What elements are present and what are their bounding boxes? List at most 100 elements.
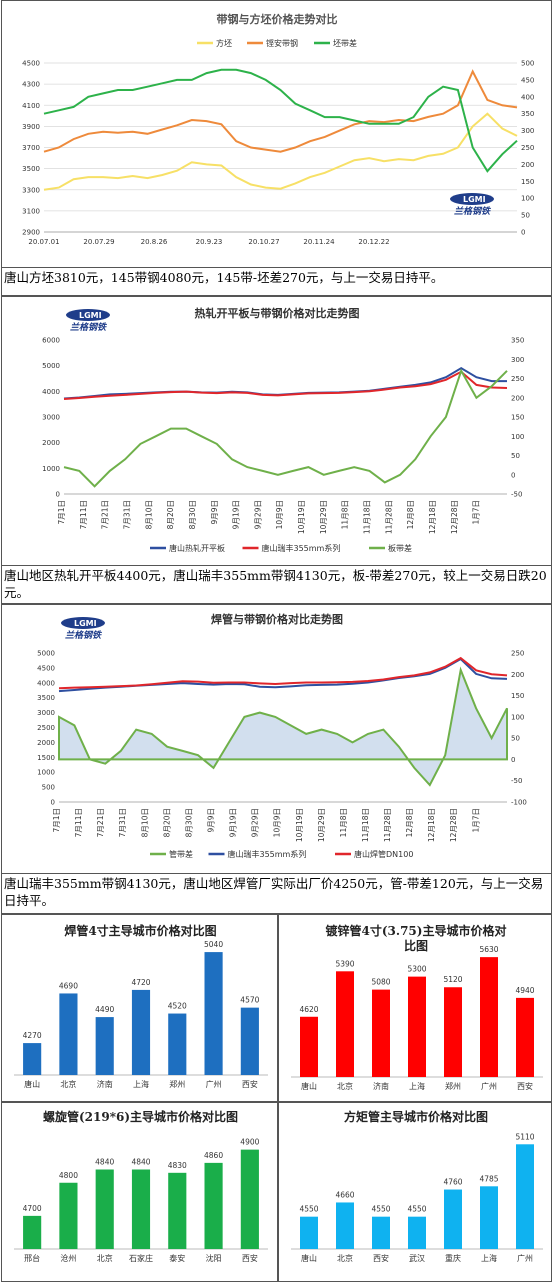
y-tick-left: 1000 <box>42 465 60 473</box>
logo-mark-letters: LGMI <box>79 311 102 320</box>
x-tick: 7月1日 <box>52 808 61 833</box>
y-tick-right: -50 <box>511 777 522 785</box>
x-tick: 11月8日 <box>341 500 350 529</box>
bar-value-label: 4860 <box>204 1151 223 1160</box>
bar-北京 <box>59 993 78 1075</box>
logo-mark <box>450 193 494 205</box>
x-tick: 1月7日 <box>471 808 480 833</box>
y-tick-right: 400 <box>521 93 534 101</box>
bar-category-label: 石家庄 <box>129 1253 153 1263</box>
bar-广州 <box>516 1144 534 1249</box>
y-tick-right: 200 <box>511 671 524 679</box>
y-tick-right: 200 <box>521 161 534 169</box>
y-tick-right: 250 <box>511 375 524 383</box>
x-tick: 12月8日 <box>405 808 414 837</box>
caption-hrc-strip: 唐山地区热轧开平板4400元，唐山瑞丰355mm带钢4130元，板-带差270元… <box>1 566 552 604</box>
x-tick: 11月18日 <box>361 808 370 842</box>
x-tick: 8月30日 <box>188 500 197 529</box>
bar-value-label: 5080 <box>371 978 390 987</box>
x-tick: 9月19日 <box>232 500 241 529</box>
bar-chart-galvanized: 镀锌管4寸(3.75)主导城市价格对比图 4620 唐山 5390 北京 5080 济南 53… <box>291 923 543 1091</box>
y-tick-left: 1500 <box>37 754 55 762</box>
bar-value-label: 5120 <box>443 975 462 984</box>
logo-mark <box>66 309 110 321</box>
logo-text: 兰格钢铁 <box>70 322 108 333</box>
bar-category-label: 上海 <box>409 1081 425 1091</box>
bar-上海 <box>480 1186 498 1249</box>
x-tick: 8月10日 <box>144 500 153 529</box>
bar-沈阳 <box>204 1162 223 1249</box>
bar-上海 <box>408 976 426 1077</box>
bar-category-label: 重庆 <box>445 1253 461 1263</box>
x-tick: 10月29日 <box>317 808 326 842</box>
bar-panel-square: 方矩管主导城市价格对比图 4550 唐山 4660 北京 4550 西安 4550 武汉 4760… <box>278 1102 552 1282</box>
bar-value-label: 4620 <box>299 1005 318 1014</box>
x-tick: 11月18日 <box>363 500 372 534</box>
bar-北京 <box>336 1202 354 1249</box>
y-tick-left: 2000 <box>37 739 55 747</box>
y-tick-right: 150 <box>511 692 524 700</box>
series-area-0 <box>58 666 508 787</box>
bar-上海 <box>131 989 151 1075</box>
x-tick: 7月21日 <box>101 500 110 529</box>
bar-value-label: 4550 <box>299 1205 318 1214</box>
legend-label: 唐山瑞丰355mm系列 <box>228 849 307 859</box>
y-tick-left: 3700 <box>22 144 40 152</box>
bar-category-label: 上海 <box>133 1079 149 1089</box>
bar-济南 <box>95 1017 114 1075</box>
bar-value-label: 4520 <box>168 1002 187 1011</box>
series-line-0 <box>43 112 518 191</box>
y-tick-left: 4000 <box>42 388 60 396</box>
y-tick-right: 300 <box>521 127 534 135</box>
bar-category-label: 唐山 <box>301 1253 317 1263</box>
bar-value-label: 5300 <box>407 965 426 974</box>
bar-value-label: 4550 <box>371 1205 390 1214</box>
bar-panel-spiral: 螺旋管(219*6)主导城市价格对比图 4700 邢台 4800 沧州 4840 北京 484… <box>1 1102 278 1282</box>
x-tick: 9月29日 <box>251 808 260 837</box>
x-tick: 9月29日 <box>253 500 262 529</box>
x-tick: 8月10日 <box>140 808 149 837</box>
x-tick: 9月19日 <box>229 808 238 837</box>
y-tick-right: 50 <box>511 735 520 743</box>
chart-panel-pipe-strip: 焊管与带钢价格对比走势图 0 500 1000 1500 2000 2500 3000 3500… <box>1 604 552 874</box>
bar-category-label: 北京 <box>337 1081 353 1091</box>
bar-西安 <box>372 1216 390 1249</box>
y-tick-left: 4300 <box>22 81 40 89</box>
y-tick-left: 500 <box>42 784 55 792</box>
bar-广州 <box>204 952 223 1075</box>
bar-泰安 <box>168 1172 187 1249</box>
x-tick: 1月7日 <box>472 500 481 525</box>
bar-chart-title: 镀锌管4寸(3.75)主导城市价格对比图 <box>326 923 507 953</box>
bar-category-label: 西安 <box>242 1079 258 1089</box>
series-line-2 <box>58 656 508 690</box>
x-tick: 11月28日 <box>383 808 392 842</box>
logo-text: 兰格钢铁 <box>454 206 492 217</box>
y-tick-left: 4100 <box>22 102 40 110</box>
y-tick-left: 0 <box>51 799 55 807</box>
y-tick-left: 4500 <box>22 60 40 68</box>
lange-logo: LGMI 兰格钢铁 <box>450 193 494 217</box>
y-tick-right: 50 <box>521 212 530 220</box>
y-tick-left: 2900 <box>22 229 40 237</box>
x-tick: 7月21日 <box>96 808 105 837</box>
bar-value-label: 4760 <box>443 1178 462 1187</box>
y-tick-left: 3100 <box>22 207 40 215</box>
y-tick-right: 250 <box>511 650 524 658</box>
bar-郑州 <box>168 1013 187 1075</box>
x-tick: 20.9.23 <box>196 238 223 246</box>
y-tick-right: 100 <box>511 433 524 441</box>
chart-title: 热轧开平板与带钢价格对比走势图 <box>195 306 360 320</box>
bar-value-label: 5110 <box>515 1132 534 1141</box>
bar-category-label: 北京 <box>337 1253 353 1263</box>
lange-logo: LGMI 兰格钢铁 <box>66 309 110 333</box>
bar-chart-title: 焊管4寸主导城市价格对比图 <box>64 923 216 938</box>
bar-value-label: 5390 <box>335 959 354 968</box>
legend-label: 唐山焊管DN100 <box>354 849 413 859</box>
legend-label: 坯带差 <box>333 38 357 48</box>
bar-chart-welded: 焊管4寸主导城市价格对比图 4270 唐山 4690 北京 4490 济南 4720 上海 452… <box>14 923 268 1089</box>
bar-panel-galvanized: 镀锌管4寸(3.75)主导城市价格对比图 4620 唐山 5390 北京 5080 济南 53… <box>278 914 552 1102</box>
y-tick-left: 6000 <box>42 337 60 345</box>
chart-panel-billet-strip: 带钢与方坯价格走势对比 2900 3100 3300 3500 3700 3900 4100 4… <box>1 0 552 268</box>
bar-广州 <box>480 957 498 1077</box>
x-tick: 20.8.26 <box>141 238 168 246</box>
